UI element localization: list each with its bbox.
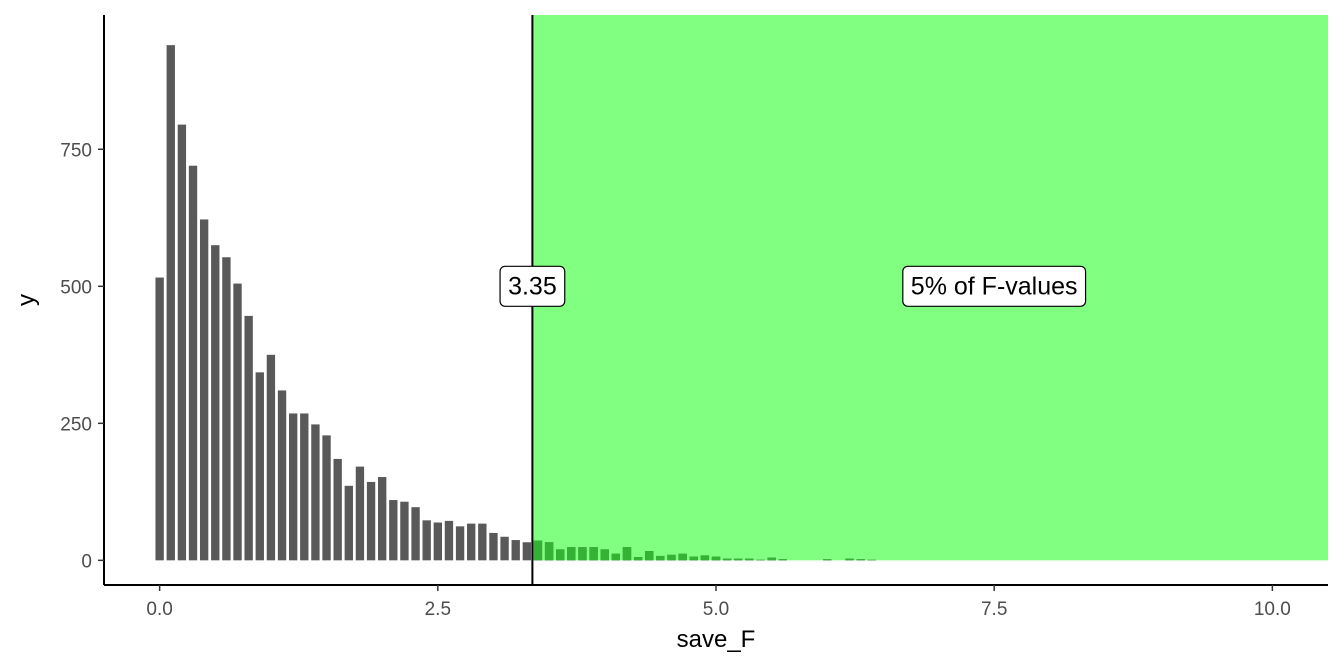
x-tick-label: 5.0 — [703, 599, 729, 620]
highlighted-bar — [645, 551, 654, 561]
bar — [311, 424, 320, 561]
bar — [244, 315, 253, 561]
y-tick-label: 250 — [60, 414, 92, 435]
bar — [366, 481, 376, 561]
axes-layer: 0.0 2.5 5.0 7.5 10.0 0 250 500 750 — [60, 15, 1328, 620]
bar — [288, 413, 298, 561]
bar — [233, 283, 242, 561]
bar — [333, 458, 342, 561]
bar — [389, 500, 398, 561]
y-tick-label: 750 — [60, 140, 92, 161]
threshold-label-text: 3.35 — [508, 272, 557, 300]
bar — [500, 536, 509, 561]
highlighted-bar — [700, 555, 710, 561]
bar — [266, 354, 276, 561]
x-axis-title: save_F — [677, 626, 756, 653]
region-label: 5% of F-values — [902, 265, 1087, 307]
bar — [344, 485, 353, 561]
bar — [378, 477, 387, 561]
highlight-bars-layer — [533, 540, 876, 561]
highlighted-bar — [867, 559, 876, 561]
highlighted-bar — [556, 549, 565, 561]
bar — [411, 507, 420, 561]
highlighted-bar — [567, 547, 576, 561]
highlighted-bar — [578, 547, 587, 561]
x-tick-label: 0.0 — [146, 599, 172, 620]
y-tick-label: 500 — [60, 277, 92, 298]
highlighted-bar — [722, 558, 732, 561]
highlighted-bar — [544, 542, 554, 561]
highlighted-bar — [689, 556, 698, 561]
highlighted-bar — [589, 547, 598, 561]
threshold-label-box — [499, 265, 566, 307]
highlighted-bar — [533, 540, 543, 561]
highlighted-bar — [845, 558, 854, 561]
highlighted-bar — [778, 559, 787, 561]
bar — [177, 124, 187, 561]
highlighted-bar — [711, 556, 721, 561]
highlighted-bar — [823, 559, 832, 561]
bar — [155, 277, 164, 561]
bar — [199, 219, 209, 561]
annotation-layer: 3.35 5% of F-values — [499, 15, 1087, 585]
bar — [255, 372, 264, 561]
bar — [300, 413, 309, 561]
highlighted-bar — [756, 559, 765, 561]
bar — [277, 390, 287, 561]
x-tick-label: 7.5 — [981, 599, 1007, 620]
bar — [433, 522, 442, 561]
bar — [444, 520, 454, 561]
highlighted-bar — [678, 553, 687, 561]
bar — [455, 526, 465, 561]
bar — [188, 165, 198, 561]
bar — [511, 540, 520, 561]
highlighted-bar — [633, 557, 643, 561]
highlighted-bar — [622, 547, 632, 561]
region-label-box — [902, 265, 1087, 307]
bar — [222, 257, 231, 561]
x-tick-label: 10.0 — [1254, 599, 1291, 620]
bar — [489, 532, 498, 561]
highlighted-bar — [745, 558, 754, 561]
highlighted-bar — [656, 555, 665, 561]
region-label-text: 5% of F-values — [911, 272, 1078, 300]
bar — [355, 466, 365, 561]
highlighted-bar — [611, 553, 621, 561]
highlighted-bar — [734, 558, 743, 561]
bar — [467, 523, 476, 561]
highlighted-bar — [767, 557, 776, 561]
x-tick-label: 2.5 — [425, 599, 451, 620]
highlighted-bar — [600, 549, 609, 561]
bar — [422, 520, 431, 561]
highlighted-bar — [856, 559, 865, 561]
y-tick-label: 0 — [81, 551, 92, 572]
bars-layer — [155, 45, 876, 561]
bar — [522, 542, 532, 561]
bar — [400, 501, 409, 561]
bar — [211, 245, 220, 561]
bar — [478, 523, 487, 561]
highlighted-bar — [667, 554, 676, 561]
bar — [322, 435, 331, 561]
bar — [166, 45, 175, 561]
y-axis-title: y — [13, 294, 40, 306]
threshold-label: 3.35 — [499, 265, 566, 307]
